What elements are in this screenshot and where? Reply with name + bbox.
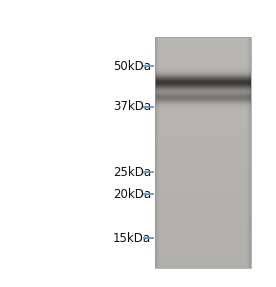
Bar <box>155 37 251 268</box>
Text: 37kDa: 37kDa <box>113 100 151 113</box>
Text: 15kDa: 15kDa <box>113 232 151 245</box>
Text: 20kDa: 20kDa <box>113 187 151 201</box>
Text: 50kDa: 50kDa <box>113 59 151 73</box>
Text: 25kDa: 25kDa <box>113 166 151 179</box>
